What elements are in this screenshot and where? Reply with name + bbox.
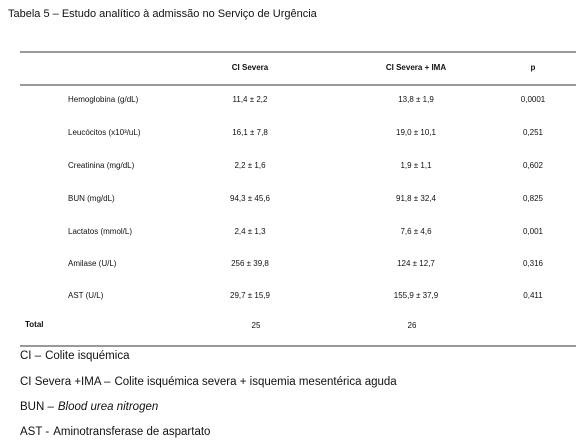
cell: 0,825 xyxy=(523,194,544,203)
total-label: Total xyxy=(25,320,44,329)
cell: 0,316 xyxy=(523,259,544,268)
cell: 0,411 xyxy=(523,291,543,300)
table-title: Tabela 5 – Estudo analítico à admissão n… xyxy=(8,8,318,20)
footnote-term: BUN – xyxy=(20,401,54,413)
footnote-term: CI – xyxy=(20,350,42,362)
cell: 0,001 xyxy=(523,227,544,236)
total-cell: 26 xyxy=(408,321,417,330)
footnote-definition: Colite isquémica severa + isquemia mesen… xyxy=(114,376,397,388)
cell: 155,9 ± 37,9 xyxy=(394,291,439,300)
cell: 19,0 ± 10,1 xyxy=(396,128,437,137)
column-header: p xyxy=(531,63,536,72)
cell: 7,6 ± 4,6 xyxy=(400,227,432,236)
footnote-term: CI Severa +IMA – xyxy=(20,376,111,388)
footnote-definition: Aminotransferase de aspartato xyxy=(53,426,210,438)
footnote: BUN – Blood urea nitrogen xyxy=(20,401,158,413)
cell: 91,8 ± 32,4 xyxy=(396,194,437,203)
column-header: CI Severa xyxy=(232,63,269,72)
footnote: CI – Colite isquémica xyxy=(20,350,130,362)
cell: 94,3 ± 45,6 xyxy=(230,194,271,203)
footnote: CI Severa +IMA – Colite isquémica severa … xyxy=(20,376,397,388)
row-label: Hemoglobina (g/dL) xyxy=(68,95,139,104)
row-label: Amilase (U/L) xyxy=(68,259,117,268)
cell: 2,4 ± 1,3 xyxy=(234,227,266,236)
footnote-definition: Blood urea nitrogen xyxy=(58,401,158,413)
row-label: Lactatos (mmol/L) xyxy=(68,227,132,236)
cell: 13,8 ± 1,9 xyxy=(398,95,434,104)
cell: 0,0001 xyxy=(521,95,546,104)
footnote: AST - Aminotransferase de aspartato xyxy=(20,426,210,438)
row-label: AST (U/L) xyxy=(68,291,104,300)
cell: 11,4 ± 2,2 xyxy=(233,95,268,104)
cell: 0,251 xyxy=(523,128,544,137)
cell: 1,9 ± 1,1 xyxy=(400,161,432,170)
row-label: Creatinina (mg/dL) xyxy=(68,161,135,170)
footnote-term: AST - xyxy=(20,426,49,438)
cell: 0,602 xyxy=(523,161,544,170)
cell: 29,7 ± 15,9 xyxy=(230,291,271,300)
cell: 2,2 ± 1,6 xyxy=(234,161,266,170)
total-cell: 25 xyxy=(252,321,261,330)
row-label: Leucócitos (x10³/uL) xyxy=(68,128,141,137)
cell: 16,1 ± 7,8 xyxy=(232,128,268,137)
row-label: BUN (mg/dL) xyxy=(68,194,115,203)
cell: 256 ± 39,8 xyxy=(231,259,269,268)
column-header: CI Severa + IMA xyxy=(386,63,446,72)
footnote-definition: Colite isquémica xyxy=(45,350,130,362)
cell: 124 ± 12,7 xyxy=(397,259,435,268)
